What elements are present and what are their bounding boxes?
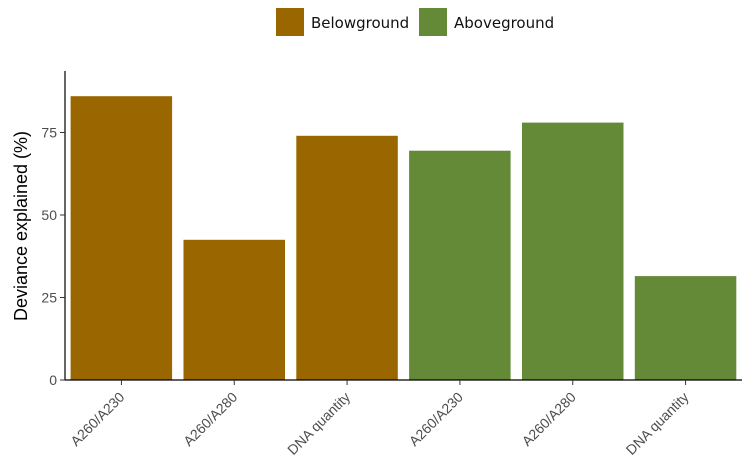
bar-3 xyxy=(296,135,398,380)
bar-6 xyxy=(634,276,737,380)
y-tick-label: 25 xyxy=(41,290,57,306)
x-tick-label: A260/A280 xyxy=(519,389,579,449)
legend-swatch-belowground xyxy=(276,8,304,36)
x-tick-label: DNA quantity xyxy=(623,389,692,458)
x-tick-label: A260/A280 xyxy=(180,389,240,449)
y-tick-label: 0 xyxy=(49,372,57,388)
legend-swatch-aboveground xyxy=(419,8,447,36)
y-tick-label: 50 xyxy=(41,207,57,223)
y-axis-title: Deviance explained (%) xyxy=(11,131,31,321)
x-tick-label: DNA quantity xyxy=(284,389,353,458)
x-tick-label: A260/A230 xyxy=(406,389,466,449)
bar-4 xyxy=(409,150,511,380)
bar-5 xyxy=(522,122,624,380)
y-tick-label: 75 xyxy=(41,125,57,141)
x-tick-label: A260/A230 xyxy=(67,389,127,449)
bar-1 xyxy=(70,96,173,380)
legend-label-belowground: Belowground xyxy=(311,14,409,32)
legend-label-aboveground: Aboveground xyxy=(454,14,554,32)
plot-area: 0 25 50 75 A260/A230 A260/A280 DNA quantity A26… xyxy=(41,71,742,458)
legend: Belowground Aboveground xyxy=(276,8,554,36)
bar-2 xyxy=(183,239,285,381)
